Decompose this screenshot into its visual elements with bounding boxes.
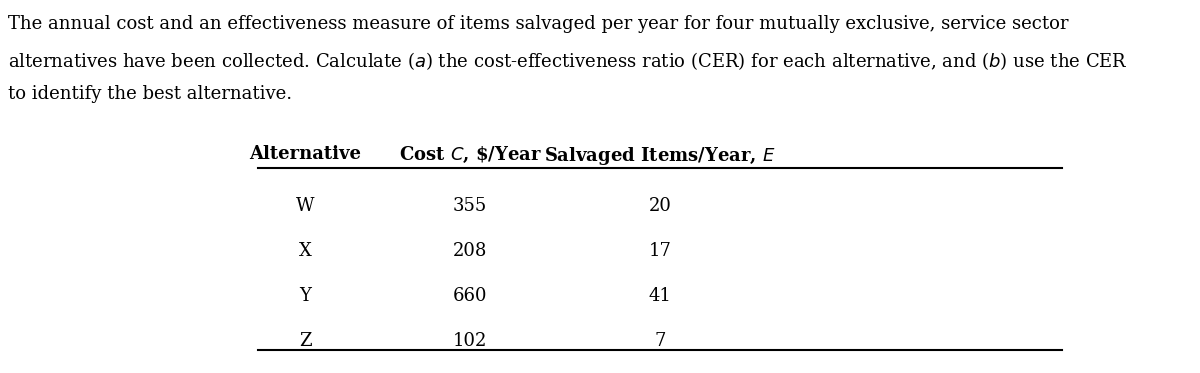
Text: Z: Z bbox=[299, 332, 311, 350]
Text: Alternative: Alternative bbox=[250, 145, 361, 163]
Text: 208: 208 bbox=[452, 242, 487, 260]
Text: alternatives have been collected. Calculate ($a$) the cost-effectiveness ratio (: alternatives have been collected. Calcul… bbox=[8, 50, 1128, 72]
Text: X: X bbox=[299, 242, 312, 260]
Text: 355: 355 bbox=[452, 197, 487, 215]
Text: 7: 7 bbox=[654, 332, 666, 350]
Text: W: W bbox=[295, 197, 314, 215]
Text: 41: 41 bbox=[648, 287, 672, 305]
Text: 102: 102 bbox=[452, 332, 487, 350]
Text: Cost $C$, \$/Year: Cost $C$, \$/Year bbox=[398, 145, 541, 165]
Text: 17: 17 bbox=[648, 242, 672, 260]
Text: Y: Y bbox=[299, 287, 311, 305]
Text: 660: 660 bbox=[452, 287, 487, 305]
Text: Salvaged Items/Year, $E$: Salvaged Items/Year, $E$ bbox=[544, 145, 776, 167]
Text: to identify the best alternative.: to identify the best alternative. bbox=[8, 85, 292, 103]
Text: The annual cost and an effectiveness measure of items salvaged per year for four: The annual cost and an effectiveness mea… bbox=[8, 15, 1068, 33]
Text: 20: 20 bbox=[648, 197, 672, 215]
